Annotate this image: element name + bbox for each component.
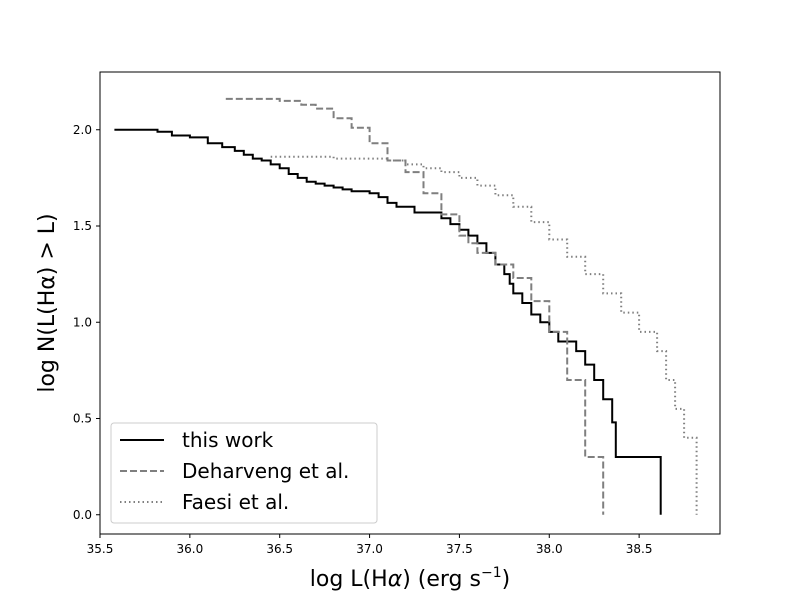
y-axis-label: log N(L(Hα) > L) [35, 213, 60, 392]
legend: this work Deharveng et al. Faesi et al. [110, 422, 378, 524]
x-tick-label: 37.0 [356, 542, 383, 556]
x-tick-label: 37.5 [446, 542, 473, 556]
y-tick-label: 1.0 [73, 315, 92, 329]
x-tick-label: 38.0 [536, 542, 563, 556]
x-axis-ticks: 35.5 36.0 36.5 37.0 37.5 38.0 38.5 [87, 534, 653, 556]
y-tick-label: 0.0 [73, 508, 92, 522]
series-layer [114, 97, 698, 515]
legend-box [110, 422, 378, 524]
x-tick-label: 38.5 [626, 542, 653, 556]
legend-label-this-work: this work [182, 428, 274, 452]
y-axis-ticks: 0.0 0.5 1.0 1.5 2.0 [73, 123, 100, 522]
legend-label-faesi: Faesi et al. [182, 490, 289, 514]
x-tick-label: 36.5 [266, 542, 293, 556]
series-line-deharveng-et-al [225, 97, 605, 515]
series-line-faesi-et-al [270, 155, 698, 515]
y-tick-label: 1.5 [73, 219, 92, 233]
y-tick-label: 2.0 [73, 123, 92, 137]
y-tick-label: 0.5 [73, 412, 92, 426]
plot-frame [99, 71, 721, 535]
legend-label-deharveng: Deharveng et al. [182, 459, 349, 483]
x-tick-label: 36.0 [176, 542, 203, 556]
x-axis-label: log L(Hα) (erg s−1) [310, 565, 510, 592]
x-tick-label: 35.5 [87, 542, 114, 556]
series-line-this-work [114, 128, 662, 515]
